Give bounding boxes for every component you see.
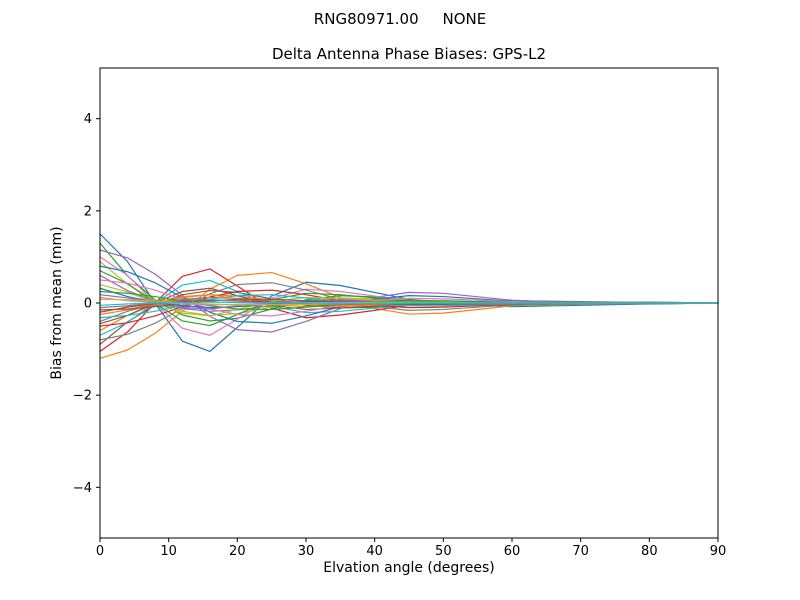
y-tick-label: −4 <box>73 481 92 496</box>
x-tick-label: 0 <box>96 544 104 559</box>
series-line-4 <box>99 249 719 333</box>
x-tick-label: 60 <box>504 544 521 559</box>
y-tick-label: 2 <box>84 204 92 219</box>
x-tick-label: 10 <box>160 544 177 559</box>
series-line-12 <box>99 270 719 327</box>
figure-title: RNG80971.00 NONE <box>313 10 487 28</box>
series-line-29 <box>99 301 719 306</box>
x-tick-label: 90 <box>710 544 727 559</box>
plot-group: 0 10 20 30 40 50 60 70 80 90 −4 −2 0 2 4 <box>73 67 727 559</box>
x-tick-label: 30 <box>298 544 315 559</box>
x-axis-label: Elvation angle (degrees) <box>323 560 495 576</box>
axes-title: Delta Antenna Phase Biases: GPS-L2 <box>271 45 547 63</box>
x-tick-label: 70 <box>572 544 589 559</box>
x-tick-label: 80 <box>641 544 658 559</box>
x-tick-label: 50 <box>435 544 452 559</box>
x-tick-label: 20 <box>229 544 246 559</box>
y-tick-label: 4 <box>84 112 92 127</box>
y-tick-label: −2 <box>73 389 92 404</box>
x-tick-label: 40 <box>366 544 383 559</box>
y-tick-label: 0 <box>84 297 92 312</box>
